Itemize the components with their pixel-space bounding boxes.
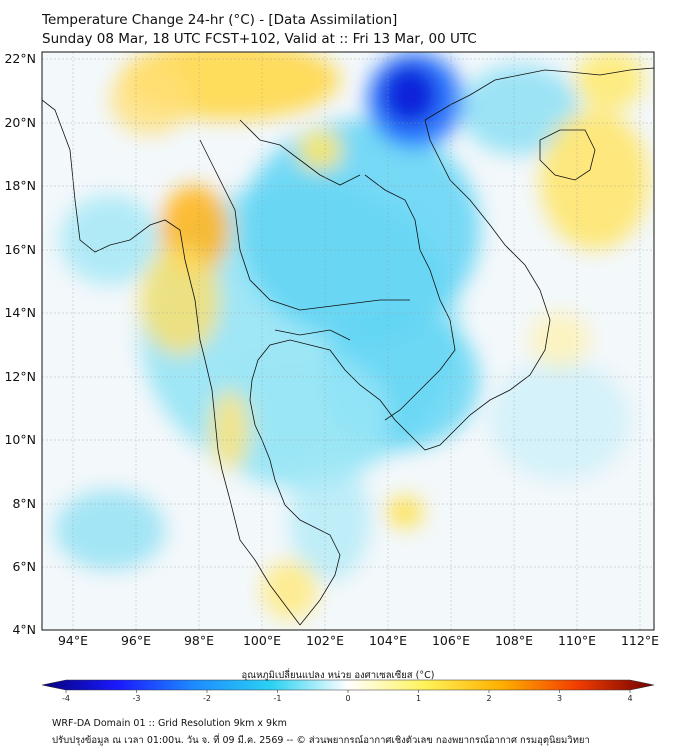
lon-label: 104°E bbox=[368, 633, 407, 648]
lon-label: 112°E bbox=[620, 633, 659, 648]
map-subtitle: Sunday 08 Mar, 18 UTC FCST+102, Valid at… bbox=[42, 31, 477, 47]
map-frame bbox=[41, 51, 655, 631]
colorbar-tick-label: 0 bbox=[345, 694, 350, 703]
lon-label: 96°E bbox=[120, 633, 152, 648]
graticule bbox=[42, 52, 654, 630]
footer-model-info: WRF-DA Domain 01 :: Grid Resolution 9km … bbox=[52, 718, 287, 729]
footer-update-credit: ปรับปรุงข้อมูล ณ เวลา 01:00น. วัน จ. ที่… bbox=[52, 735, 590, 746]
lat-label: 8°N bbox=[12, 496, 36, 511]
colorbar-tick-label: 2 bbox=[486, 694, 491, 703]
colorbar-tick-label: -4 bbox=[62, 694, 70, 703]
colorbar-tick-label: 1 bbox=[416, 694, 421, 703]
lon-label: 94°E bbox=[57, 633, 89, 648]
colorbar-tick-label: -1 bbox=[274, 694, 282, 703]
lat-label: 10°N bbox=[4, 432, 36, 447]
lat-label: 22°N bbox=[4, 51, 36, 66]
map-title: Temperature Change 24-hr (°C) - [Data As… bbox=[42, 12, 398, 28]
lat-label: 4°N bbox=[12, 622, 36, 637]
colorbar: -4 -3 -2 -1 0 1 2 3 4 bbox=[41, 679, 655, 703]
coastlines bbox=[42, 67, 654, 626]
lon-label: 102°E bbox=[305, 633, 344, 648]
colorbar-tick-label: -2 bbox=[203, 694, 211, 703]
lat-label: 12°N bbox=[4, 369, 36, 384]
colorbar-tick-label: -3 bbox=[133, 694, 141, 703]
lat-label: 18°N bbox=[4, 178, 36, 193]
lon-label: 98°E bbox=[183, 633, 215, 648]
lat-label: 20°N bbox=[4, 115, 36, 130]
lat-label: 16°N bbox=[4, 242, 36, 257]
colorbar-tick-label: 4 bbox=[627, 694, 632, 703]
lon-label: 106°E bbox=[431, 633, 470, 648]
lat-label: 6°N bbox=[12, 559, 36, 574]
lon-label: 108°E bbox=[494, 633, 533, 648]
colorbar-tick-label: 3 bbox=[557, 694, 562, 703]
lat-label: 14°N bbox=[4, 305, 36, 320]
lon-label: 100°E bbox=[242, 633, 281, 648]
lon-label: 110°E bbox=[557, 633, 596, 648]
colorbar-label: อุณหภูมิเปลี่ยนแปลง หน่วย องศาเซลเซียส (… bbox=[241, 670, 435, 681]
temperature-field bbox=[55, 52, 650, 620]
